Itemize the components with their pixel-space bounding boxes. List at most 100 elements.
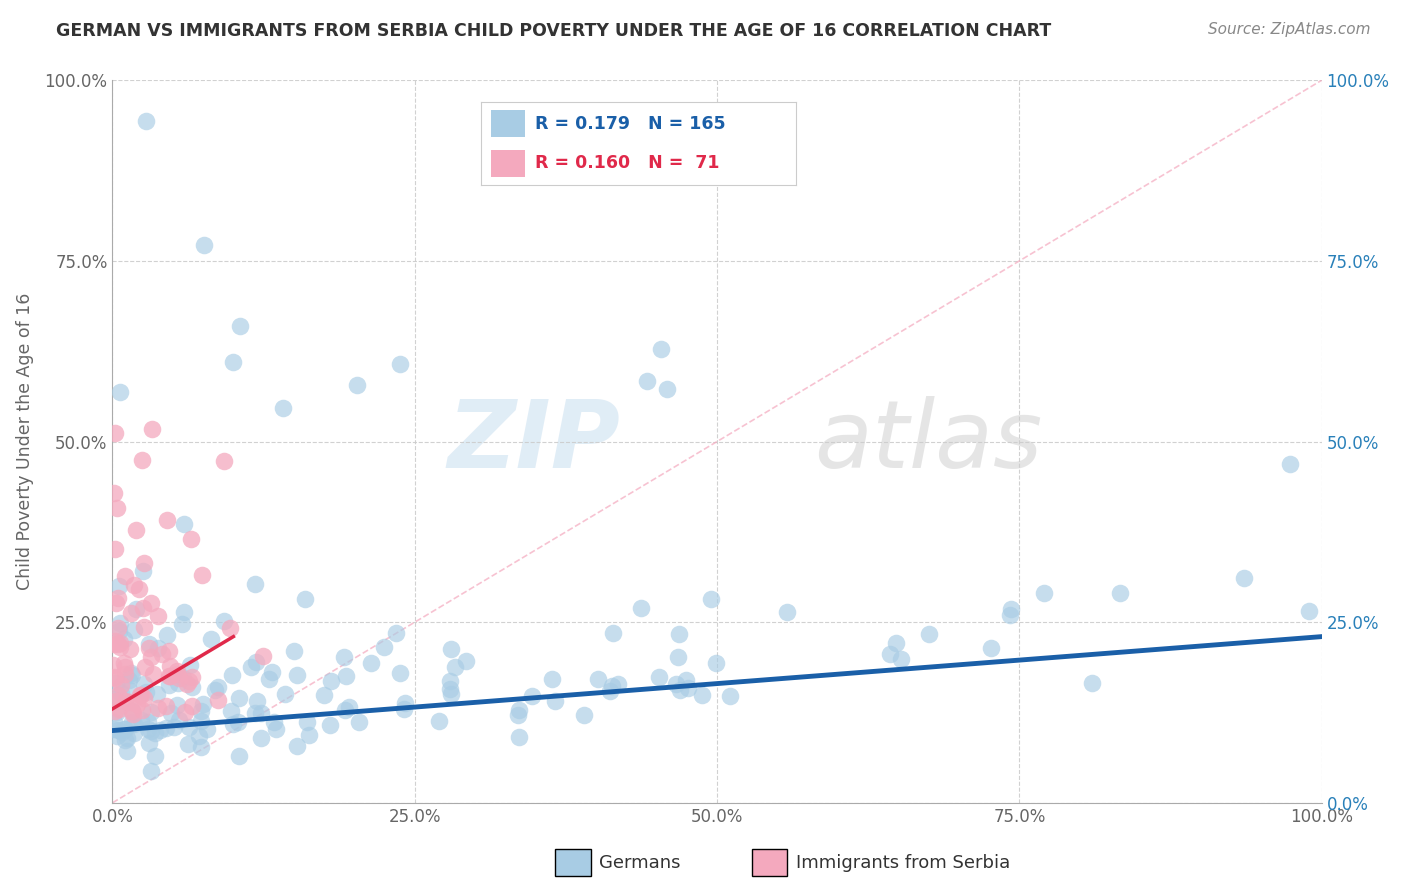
Point bbox=[1000, 602, 1022, 616]
Point bbox=[333, 650, 356, 665]
Point bbox=[246, 693, 269, 707]
Point bbox=[143, 748, 166, 763]
Point bbox=[115, 744, 138, 758]
Y-axis label: Child Poverty Under the Age of 16: Child Poverty Under the Age of 16 bbox=[15, 293, 34, 591]
Point bbox=[131, 703, 153, 717]
Point bbox=[439, 681, 461, 696]
Point bbox=[675, 673, 697, 688]
Point bbox=[124, 602, 146, 616]
Point bbox=[118, 683, 141, 698]
Point bbox=[111, 725, 134, 739]
Point bbox=[650, 342, 672, 356]
Point bbox=[156, 628, 179, 642]
Text: Immigrants from Serbia: Immigrants from Serbia bbox=[796, 854, 1010, 871]
Point bbox=[264, 723, 287, 737]
Point bbox=[690, 688, 713, 702]
Point bbox=[121, 704, 143, 718]
Point bbox=[1108, 586, 1130, 600]
Point bbox=[103, 425, 125, 440]
Point bbox=[167, 671, 190, 685]
Point bbox=[572, 707, 595, 722]
Point bbox=[105, 501, 128, 516]
Point bbox=[775, 605, 797, 619]
Point bbox=[108, 636, 131, 650]
Point bbox=[127, 697, 149, 711]
Point bbox=[104, 596, 127, 610]
Point bbox=[262, 665, 284, 679]
Point bbox=[149, 723, 172, 737]
Point bbox=[228, 748, 250, 763]
Point bbox=[718, 689, 741, 703]
Point bbox=[167, 713, 190, 727]
Point bbox=[138, 637, 160, 651]
Point bbox=[122, 717, 145, 731]
Point bbox=[131, 453, 153, 467]
Point bbox=[385, 626, 408, 640]
Point bbox=[666, 650, 689, 665]
Text: GERMAN VS IMMIGRANTS FROM SERBIA CHILD POVERTY UNDER THE AGE OF 16 CORRELATION C: GERMAN VS IMMIGRANTS FROM SERBIA CHILD P… bbox=[56, 22, 1052, 40]
Point bbox=[141, 764, 163, 779]
Point bbox=[879, 647, 901, 661]
Point bbox=[120, 665, 142, 680]
Point bbox=[135, 113, 157, 128]
Point bbox=[138, 736, 160, 750]
Point bbox=[139, 649, 162, 664]
Point bbox=[508, 703, 530, 717]
Point bbox=[669, 683, 692, 698]
Point bbox=[141, 596, 163, 610]
Point bbox=[148, 701, 170, 715]
Point bbox=[131, 714, 153, 728]
Point bbox=[166, 664, 188, 678]
Point bbox=[456, 654, 478, 668]
Point bbox=[373, 640, 395, 654]
Point bbox=[427, 714, 450, 728]
Point bbox=[145, 725, 167, 739]
Point bbox=[128, 582, 150, 597]
Point bbox=[274, 687, 297, 701]
Point bbox=[107, 723, 129, 738]
Point bbox=[980, 641, 1002, 656]
Point bbox=[636, 374, 658, 388]
Point bbox=[602, 626, 624, 640]
Point bbox=[506, 707, 529, 722]
Point bbox=[160, 706, 183, 721]
Text: ZIP: ZIP bbox=[447, 395, 620, 488]
Point bbox=[257, 672, 280, 686]
Point bbox=[172, 617, 194, 632]
Point bbox=[132, 556, 155, 570]
Point bbox=[122, 623, 145, 637]
Point bbox=[245, 655, 267, 669]
Point bbox=[335, 669, 357, 683]
Point bbox=[177, 737, 200, 751]
Point bbox=[110, 686, 132, 700]
Point bbox=[114, 569, 136, 583]
Text: Source: ZipAtlas.com: Source: ZipAtlas.com bbox=[1208, 22, 1371, 37]
Point bbox=[678, 681, 700, 696]
Point bbox=[700, 591, 723, 606]
Point bbox=[101, 658, 124, 673]
Point bbox=[1033, 585, 1056, 599]
Point bbox=[319, 717, 342, 731]
Point bbox=[295, 715, 318, 730]
Point bbox=[173, 706, 195, 720]
Point bbox=[107, 621, 129, 635]
Point bbox=[495, 143, 517, 157]
Point bbox=[118, 673, 141, 687]
Point bbox=[136, 715, 159, 730]
Point bbox=[173, 605, 195, 619]
Point bbox=[655, 382, 678, 396]
Point bbox=[665, 677, 688, 691]
Point bbox=[287, 739, 309, 753]
Point bbox=[212, 615, 235, 629]
Point bbox=[297, 727, 319, 741]
Point bbox=[200, 632, 222, 647]
Point bbox=[190, 705, 212, 719]
Point bbox=[155, 721, 177, 735]
Point bbox=[918, 627, 941, 641]
Point bbox=[176, 677, 198, 691]
Point bbox=[148, 608, 170, 623]
Point bbox=[222, 354, 245, 368]
Point bbox=[122, 577, 145, 591]
Point bbox=[129, 688, 152, 702]
Point bbox=[132, 620, 155, 634]
